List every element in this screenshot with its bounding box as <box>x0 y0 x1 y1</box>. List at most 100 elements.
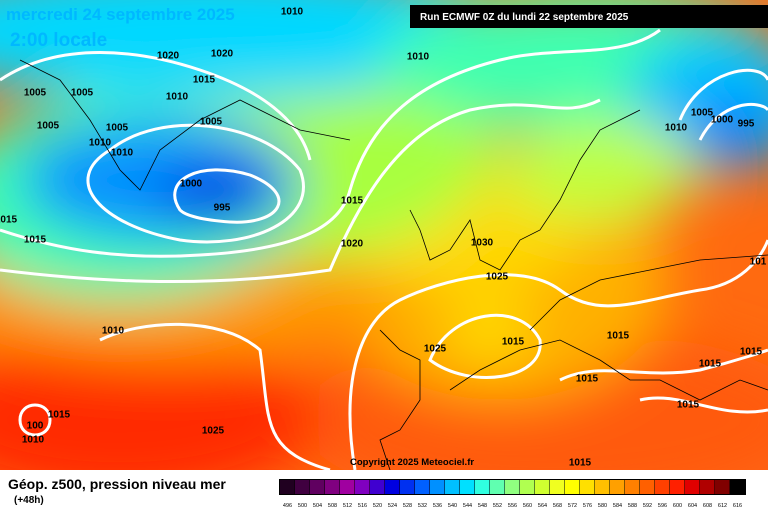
colorbar-label: 540 <box>448 503 457 509</box>
isobar-label: 1020 <box>211 49 234 60</box>
colorbar-swatch <box>670 480 685 494</box>
colorbar: 496 500 504 508 512 516 520 524 528 532 536 540 544 5… <box>279 479 746 509</box>
colorbar-swatch <box>415 480 430 494</box>
colorbar-label: 552 <box>493 503 502 509</box>
colorbar-label: 508 <box>328 503 337 509</box>
colorbar-label: 500 <box>298 503 307 509</box>
colorbar-swatch <box>565 480 580 494</box>
colorbar-label: 520 <box>373 503 382 509</box>
colorbar-label: 524 <box>388 503 397 509</box>
isobar-label: 1015 <box>699 359 722 370</box>
colorbar-swatch <box>340 480 355 494</box>
colorbar-label: 560 <box>523 503 532 509</box>
isobars <box>0 28 768 470</box>
colorbar-label: 592 <box>643 503 652 509</box>
colorbar-label: 612 <box>718 503 727 509</box>
isobar-label: 1015 <box>677 400 700 411</box>
colorbar-label: 580 <box>598 503 607 509</box>
colorbar-label: 584 <box>613 503 622 509</box>
colorbar-label: 596 <box>658 503 667 509</box>
colorbar-label: 568 <box>553 503 562 509</box>
isobar-label: 1020 <box>157 51 180 62</box>
colorbar-swatch <box>730 480 745 494</box>
colorbar-swatch <box>505 480 520 494</box>
isobar-label: 1000 <box>180 179 203 190</box>
colorbar-swatch <box>580 480 595 494</box>
colorbar-swatch <box>655 480 670 494</box>
colorbar-swatch <box>520 480 535 494</box>
colorbar-label: 604 <box>688 503 697 509</box>
colorbar-swatch <box>400 480 415 494</box>
isobar-label: 1015 <box>607 331 630 342</box>
isobar-label: 1000 <box>711 115 734 126</box>
colorbar-label: 536 <box>433 503 442 509</box>
isobar-label: 1010 <box>407 52 430 63</box>
map-date: mercredi 24 septembre 2025 <box>6 5 235 24</box>
colorbar-label: 544 <box>463 503 472 509</box>
isobar-label: 995 <box>738 119 755 130</box>
isobar-label: 1015 <box>502 337 525 348</box>
isobar-label: 1015 <box>576 374 599 385</box>
isobar-label: 101 <box>750 257 767 268</box>
isobar-label: 1025 <box>202 426 225 437</box>
isobar-label: 1010 <box>665 123 688 134</box>
isobar-label: 1010 <box>22 435 45 446</box>
colorbar-swatch <box>550 480 565 494</box>
isobar-label: 1010 <box>281 7 304 18</box>
isobar-label: 1025 <box>486 272 509 283</box>
isobar-label: 1010 <box>111 148 134 159</box>
colorbar-swatch <box>715 480 730 494</box>
isobar-label: 1010 <box>89 138 112 149</box>
isobar-label: 1015 <box>193 75 216 86</box>
colorbar-label: 532 <box>418 503 427 509</box>
colorbar-swatch <box>370 480 385 494</box>
colorbar-swatch <box>385 480 400 494</box>
isobar-label: 1015 <box>740 347 763 358</box>
isobar-label: 1020 <box>341 239 364 250</box>
isobar-label: 1010 <box>102 326 125 337</box>
colorbar-label: 528 <box>403 503 412 509</box>
colorbar-swatch <box>430 480 445 494</box>
colorbar-swatch <box>310 480 325 494</box>
coastlines <box>19 59 768 470</box>
colorbar-swatch <box>625 480 640 494</box>
colorbar-label: 504 <box>313 503 322 509</box>
isobar-label: 1005 <box>71 88 94 99</box>
isobar-label: 1015 <box>569 458 592 469</box>
legend-title: Géop. z500, pression niveau mer <box>8 476 226 492</box>
colorbar-swatch <box>700 480 715 494</box>
colorbar-label: 548 <box>478 503 487 509</box>
isobar-label: 1015 <box>48 410 71 421</box>
colorbar-label: 556 <box>508 503 517 509</box>
isobar-label: 1005 <box>106 123 129 134</box>
isobar-label: 1030 <box>471 238 494 249</box>
colorbar-label: 600 <box>673 503 682 509</box>
colorbar-label: 576 <box>583 503 592 509</box>
isobar-label: 1005 <box>691 108 714 119</box>
isobar-label: 1010 <box>166 92 189 103</box>
colorbar-swatch <box>295 480 310 494</box>
colorbar-swatch <box>490 480 505 494</box>
colorbar-label: 496 <box>283 503 292 509</box>
isobar-label: 1015 <box>0 215 18 226</box>
copyright: Copyright 2025 Meteociel.fr <box>350 457 474 468</box>
colorbar-swatch <box>325 480 340 494</box>
isobar-label: 995 <box>214 203 231 214</box>
colorbar-swatch <box>640 480 655 494</box>
colorbar-swatch <box>595 480 610 494</box>
run-info: Run ECMWF 0Z du lundi 22 septembre 2025 <box>420 12 629 23</box>
colorbar-swatch <box>445 480 460 494</box>
colorbar-swatch <box>355 480 370 494</box>
colorbar-label: 512 <box>343 503 352 509</box>
colorbar-label: 572 <box>568 503 577 509</box>
lead-time: (+48h) <box>14 495 44 506</box>
isobar-label: 1015 <box>24 235 47 246</box>
colorbar-swatch <box>685 480 700 494</box>
colorbar-swatch <box>460 480 475 494</box>
colorbar-swatch <box>610 480 625 494</box>
run-box <box>410 5 768 28</box>
map-time: 2:00 locale <box>10 30 107 51</box>
